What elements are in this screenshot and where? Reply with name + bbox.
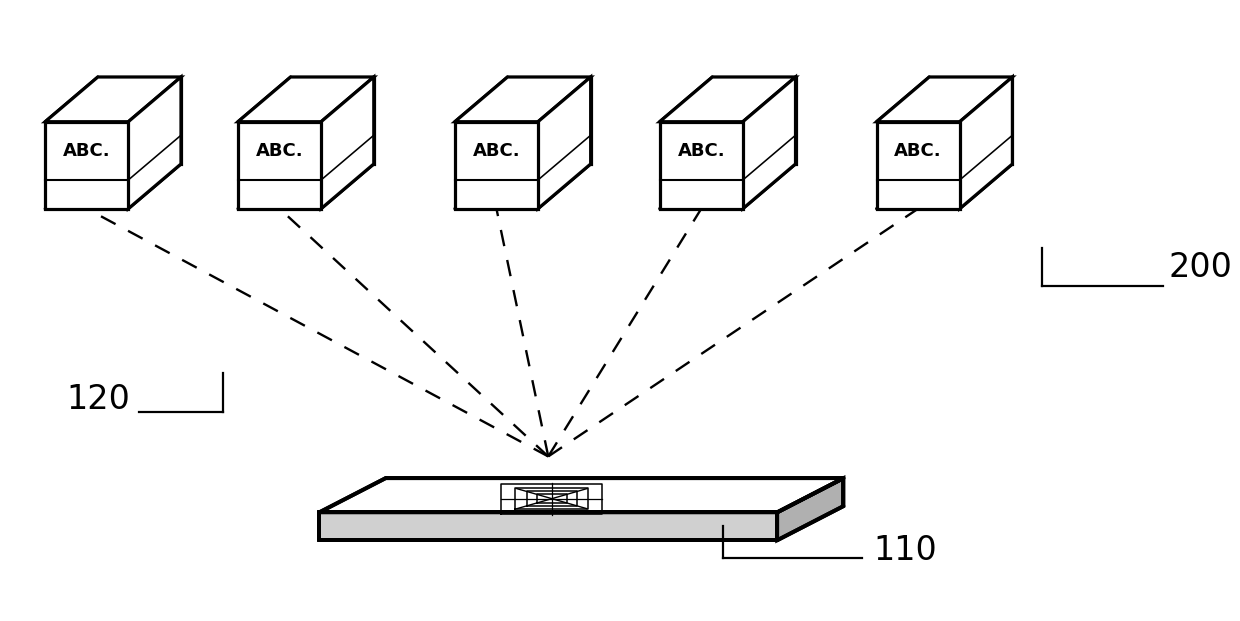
- Polygon shape: [929, 77, 1012, 164]
- Polygon shape: [45, 77, 181, 122]
- Polygon shape: [712, 77, 796, 164]
- Text: ABC.: ABC.: [63, 142, 110, 160]
- Text: 200: 200: [1169, 250, 1233, 284]
- Polygon shape: [877, 77, 1012, 122]
- Polygon shape: [320, 512, 777, 540]
- Polygon shape: [877, 122, 960, 209]
- Polygon shape: [455, 77, 590, 122]
- Text: 120: 120: [66, 383, 130, 416]
- Polygon shape: [128, 77, 181, 209]
- Text: ABC.: ABC.: [677, 142, 725, 160]
- Text: 110: 110: [874, 534, 937, 568]
- Polygon shape: [660, 122, 743, 209]
- Polygon shape: [960, 77, 1012, 209]
- Polygon shape: [321, 77, 373, 209]
- Polygon shape: [777, 478, 843, 540]
- Text: ABC.: ABC.: [894, 142, 942, 160]
- Polygon shape: [238, 122, 321, 209]
- Polygon shape: [45, 122, 128, 209]
- Polygon shape: [238, 77, 373, 122]
- Polygon shape: [660, 77, 796, 122]
- Polygon shape: [507, 77, 590, 164]
- Polygon shape: [538, 77, 590, 209]
- Polygon shape: [98, 77, 181, 164]
- Polygon shape: [290, 77, 373, 164]
- Text: ABC.: ABC.: [472, 142, 521, 160]
- Polygon shape: [455, 122, 538, 209]
- Polygon shape: [743, 77, 796, 209]
- Polygon shape: [320, 478, 843, 512]
- Text: ABC.: ABC.: [255, 142, 304, 160]
